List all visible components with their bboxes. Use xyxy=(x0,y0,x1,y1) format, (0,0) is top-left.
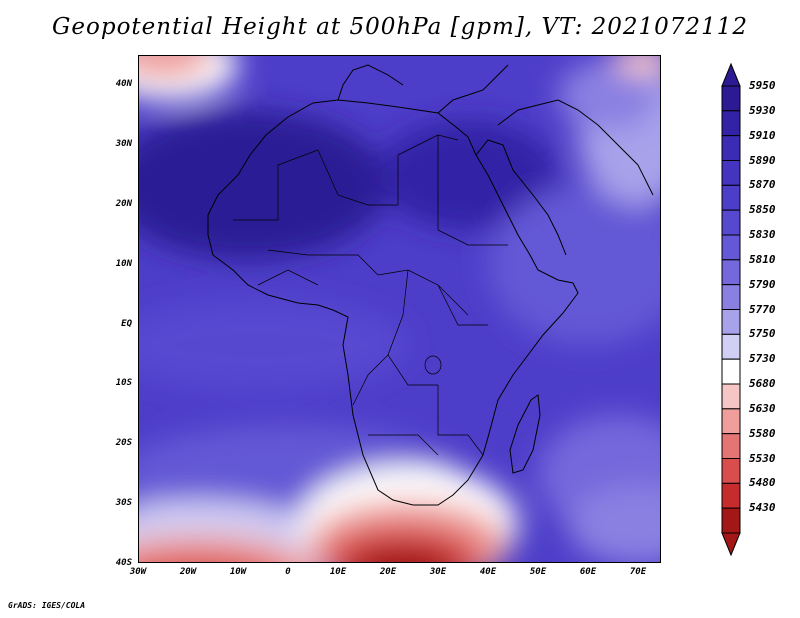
lat-label: 40S xyxy=(115,558,132,568)
lat-label: 30N xyxy=(115,139,132,149)
colorbar-swatch xyxy=(721,160,741,186)
lon-label: 20E xyxy=(379,567,397,577)
colorbar-swatch xyxy=(721,408,741,435)
colorbar-swatch xyxy=(721,333,741,360)
lat-label: 20N xyxy=(115,199,132,209)
colorbar-swatch xyxy=(721,259,741,286)
colorbar-level-label: 5810 xyxy=(749,252,776,266)
frame-ticks xyxy=(138,55,661,563)
colorbar-swatch xyxy=(721,358,741,385)
colorbar-swatch xyxy=(721,433,741,459)
colorbar-swatch xyxy=(721,309,741,335)
colorbar-level-label: 5890 xyxy=(749,153,776,167)
lon-label: 10W xyxy=(229,567,247,577)
lat-label: 40N xyxy=(115,79,132,89)
colorbar xyxy=(721,62,741,557)
colorbar-swatch xyxy=(721,383,741,410)
lat-label: 10S xyxy=(115,378,132,388)
lon-label: 20W xyxy=(179,567,197,577)
colorbar-level-label: 5580 xyxy=(749,426,776,440)
colorbar-swatch xyxy=(721,482,741,509)
lat-label: EQ xyxy=(121,319,132,329)
lon-label: 70E xyxy=(629,567,647,577)
lon-label: 60E xyxy=(579,567,597,577)
lat-label: 10N xyxy=(115,259,132,269)
colorbar-level-label: 5930 xyxy=(749,103,776,117)
colorbar-swatch xyxy=(721,234,741,261)
colorbar-level-label: 5730 xyxy=(749,352,776,366)
colorbar-level-label: 5430 xyxy=(749,501,776,515)
lon-label: 30W xyxy=(129,567,147,577)
lon-label: 0 xyxy=(285,567,291,577)
colorbar-arrow-bottom xyxy=(721,532,741,557)
colorbar-swatch xyxy=(721,85,741,112)
colorbar-level-label: 5830 xyxy=(749,228,776,241)
colorbar-swatch xyxy=(721,507,741,534)
colorbar-swatch xyxy=(721,458,741,484)
colorbar-level-label: 5910 xyxy=(749,128,776,142)
lon-label: 50E xyxy=(529,567,547,577)
colorbar-level-label: 5770 xyxy=(749,302,776,316)
colorbar-swatch xyxy=(721,209,741,236)
colorbar-level-label: 5530 xyxy=(749,451,776,465)
colorbar-level-label: 5790 xyxy=(749,277,776,291)
lat-label: 30S xyxy=(115,498,132,508)
credit-text: GrADS: IGES/COLA xyxy=(8,601,86,610)
lat-label: 20S xyxy=(115,438,132,448)
colorbar-level-label: 5850 xyxy=(749,203,776,217)
lon-label: 30E xyxy=(429,567,447,577)
colorbar-level-label: 5630 xyxy=(749,401,776,415)
coastlines xyxy=(207,64,654,506)
colorbar-swatch xyxy=(721,184,741,211)
map-panel xyxy=(138,55,661,563)
colorbar-swatch xyxy=(721,110,741,137)
colorbar-level-label: 5750 xyxy=(749,327,776,341)
colorbar-arrow-top xyxy=(721,62,741,87)
lon-label: 10E xyxy=(329,567,347,577)
lon-label: 40E xyxy=(479,567,497,577)
colorbar-level-label: 5680 xyxy=(749,377,776,390)
colorbar-level-label: 5870 xyxy=(749,178,776,192)
country-borders xyxy=(233,134,508,456)
colorbar-swatch xyxy=(721,135,741,161)
colorbar-level-label: 5950 xyxy=(749,79,776,92)
colorbar-level-label: 5480 xyxy=(749,476,776,490)
colorbar-swatch xyxy=(721,284,741,311)
map-title: Geopotential Height at 500hPa [gpm], VT:… xyxy=(52,14,748,40)
